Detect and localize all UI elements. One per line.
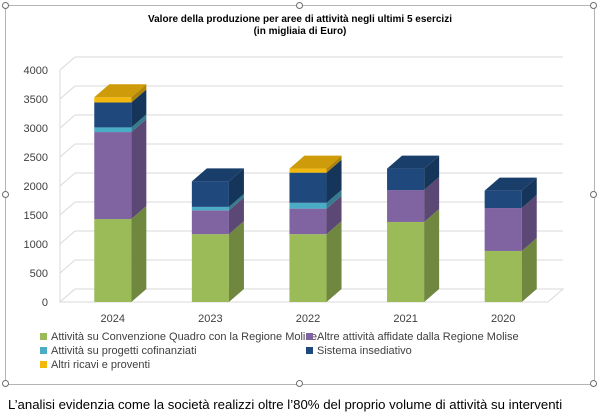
y-tick-label: 500 (30, 268, 48, 280)
gridline-side (59, 114, 76, 129)
bar-segment-side-2022 (326, 221, 342, 302)
legend-label: Attività su progetti cofinanziati (51, 344, 197, 357)
bar-segment-side-2023 (228, 193, 244, 211)
legend-swatch (306, 347, 313, 354)
bar-segment-front-2022 (289, 234, 327, 302)
legend-label: Attività su Convenzione Quadro con la Re… (51, 330, 317, 343)
bar-segment-front-2020 (484, 208, 522, 251)
bar-top-2023 (191, 168, 244, 182)
gridline-side (59, 259, 76, 274)
legend-item: Altre attività affidate dalla Regione Mo… (306, 330, 519, 343)
x-tick-label: 2024 (101, 313, 125, 325)
gridline-side (59, 201, 76, 216)
x-tick-label: 2023 (198, 313, 222, 325)
bar-segment-front-2022 (289, 168, 327, 173)
bar-segment-front-2024 (94, 97, 132, 103)
bar-segment-front-2022 (289, 202, 327, 209)
bar-segment-side-2020 (521, 195, 537, 251)
bar-segment-front-2021 (387, 168, 425, 191)
bar-segment-side-2024 (131, 206, 147, 302)
bar-segment-side-2022 (326, 189, 342, 209)
resize-handle-bottom-right[interactable] (590, 380, 597, 387)
y-tick-label: 3500 (24, 94, 48, 106)
chart-title: Valore della produzione per aree di atti… (148, 14, 452, 25)
y-tick-label: 4000 (24, 65, 48, 77)
gridline-side (59, 172, 76, 187)
y-tick-label: 2500 (24, 152, 48, 164)
resize-handle-top-right[interactable] (590, 2, 597, 9)
y-tick-label: 2000 (24, 181, 48, 193)
gridline-side (59, 230, 76, 245)
gridline-side (59, 85, 76, 100)
resize-handle-bottom-left[interactable] (2, 380, 9, 387)
resize-handle-top-left[interactable] (2, 2, 9, 9)
legend-item: Altri ricavi e proventi (40, 358, 150, 371)
bar-segment-front-2024 (94, 132, 132, 220)
bar-segment-side-2020 (521, 177, 537, 209)
bar-segment-side-2021 (424, 177, 440, 222)
y-tick-label: 1500 (24, 210, 48, 222)
bar-segment-side-2023 (228, 168, 244, 207)
x-tick-label: 2021 (393, 313, 417, 325)
bar-segment-front-2024 (94, 102, 132, 128)
bar-segment-front-2023 (191, 206, 229, 211)
chart-subtitle: (in migliaia di Euro) (253, 26, 347, 37)
x-tick-label: 2022 (296, 313, 320, 325)
bar-top-2020 (484, 177, 537, 191)
bar-segment-front-2023 (191, 181, 229, 207)
legend-swatch (40, 361, 47, 368)
bar-segment-front-2021 (387, 221, 425, 302)
legend-swatch (40, 347, 47, 354)
legend-label: Sistema insediativo (317, 344, 412, 357)
bar-segment-side-2023 (228, 197, 244, 235)
x-tick-label: 2020 (491, 313, 515, 325)
bar-segment-front-2020 (484, 190, 522, 209)
bar-segment-front-2021 (387, 190, 425, 222)
bar-segment-side-2021 (424, 155, 440, 191)
legend-swatch (40, 333, 47, 340)
resize-handle-top[interactable] (296, 2, 303, 9)
bar-segment-front-2024 (94, 219, 132, 302)
bar-segment-side-2021 (424, 208, 440, 302)
resize-handle-bottom[interactable] (296, 380, 303, 387)
chart-plot: 0 500 1000 1500 2000 2500 3000 3500 4000 2024 2023… (24, 56, 565, 325)
bar-segment-side-2022 (326, 159, 342, 203)
bar-segment-side-2022 (326, 155, 342, 173)
y-tick-label: 1000 (24, 239, 48, 251)
bar-segment-side-2020 (521, 237, 537, 302)
bar-segment-side-2024 (131, 114, 147, 133)
document-caption: L’analisi evidenzia come la società real… (8, 397, 563, 412)
gridline-side (59, 143, 76, 158)
bar-segment-side-2024 (131, 119, 147, 220)
resize-handle-right[interactable] (590, 191, 597, 198)
bar-segment-front-2023 (191, 234, 229, 302)
legend-item: Attività su Convenzione Quadro con la Re… (40, 330, 317, 343)
bar-segment-front-2022 (289, 208, 327, 235)
bar-segment-front-2022 (289, 172, 327, 203)
bar-segment-side-2022 (326, 195, 342, 235)
y-tick-label: 0 (42, 297, 48, 309)
bar-segment-side-2024 (131, 89, 147, 128)
y-tick-label: 3000 (24, 123, 48, 135)
bar-top-2024 (94, 84, 147, 98)
bar-top-2022 (289, 155, 342, 169)
legend-swatch (306, 333, 313, 340)
gridline-side (59, 56, 76, 71)
bar-segment-front-2023 (191, 210, 229, 235)
legend-label: Altre attività affidate dalla Regione Mo… (317, 330, 519, 343)
bar-segment-side-2024 (131, 84, 147, 103)
bar-segment-side-2023 (228, 221, 244, 302)
resize-handle-left[interactable] (2, 191, 9, 198)
bar-top-2021 (387, 155, 440, 169)
legend-label: Altri ricavi e proventi (51, 358, 151, 371)
bar-segment-front-2024 (94, 127, 132, 133)
legend-item: Sistema insediativo (306, 344, 412, 357)
bar-segment-front-2020 (484, 250, 522, 302)
chart-title-block: Valore della produzione per aree di atti… (100, 14, 500, 38)
legend-item: Attività su progetti cofinanziati (40, 344, 197, 357)
